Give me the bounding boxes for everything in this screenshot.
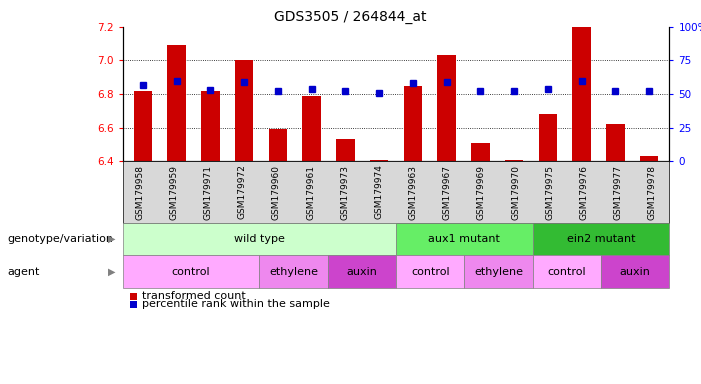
Bar (302, 96, 321, 161)
Text: GSM179971: GSM179971 (203, 164, 212, 220)
Bar (505, 160, 524, 161)
Text: GSM179958: GSM179958 (135, 164, 144, 220)
Bar (268, 129, 287, 161)
Text: GDS3505 / 264844_at: GDS3505 / 264844_at (274, 10, 427, 23)
Text: GSM179959: GSM179959 (170, 164, 179, 220)
Text: ethylene: ethylene (474, 266, 523, 277)
Bar (471, 143, 490, 161)
Text: GSM179976: GSM179976 (580, 164, 589, 220)
Bar (538, 114, 557, 161)
Text: ▶: ▶ (109, 234, 116, 244)
Bar (134, 91, 152, 161)
Bar (404, 86, 422, 161)
Text: GSM179978: GSM179978 (648, 164, 657, 220)
Bar (370, 160, 388, 161)
Text: control: control (547, 266, 586, 277)
Text: GSM179970: GSM179970 (511, 164, 520, 220)
Text: GSM179967: GSM179967 (443, 164, 452, 220)
Text: GSM179972: GSM179972 (238, 165, 247, 219)
Bar (336, 139, 355, 161)
Text: ein2 mutant: ein2 mutant (567, 234, 635, 244)
Bar (235, 61, 254, 161)
Text: ▶: ▶ (109, 266, 116, 277)
Bar (168, 45, 186, 161)
Text: GSM179963: GSM179963 (409, 164, 418, 220)
Text: aux1 mutant: aux1 mutant (428, 234, 501, 244)
Text: GSM179975: GSM179975 (545, 164, 554, 220)
Bar (573, 27, 591, 161)
Text: agent: agent (7, 266, 39, 277)
Text: GSM179973: GSM179973 (340, 164, 349, 220)
Text: control: control (172, 266, 210, 277)
Text: wild type: wild type (234, 234, 285, 244)
Bar (640, 156, 658, 161)
Bar (437, 55, 456, 161)
Bar (201, 91, 219, 161)
Text: auxin: auxin (620, 266, 651, 277)
Text: GSM179974: GSM179974 (374, 165, 383, 219)
Text: control: control (411, 266, 449, 277)
Text: GSM179969: GSM179969 (477, 164, 486, 220)
Text: GSM179960: GSM179960 (272, 164, 281, 220)
Text: GSM179977: GSM179977 (613, 164, 622, 220)
Bar (606, 124, 625, 161)
Text: ethylene: ethylene (269, 266, 318, 277)
Text: genotype/variation: genotype/variation (7, 234, 113, 244)
Text: transformed count: transformed count (142, 291, 245, 301)
Text: GSM179961: GSM179961 (306, 164, 315, 220)
Text: auxin: auxin (346, 266, 377, 277)
Text: percentile rank within the sample: percentile rank within the sample (142, 299, 329, 309)
